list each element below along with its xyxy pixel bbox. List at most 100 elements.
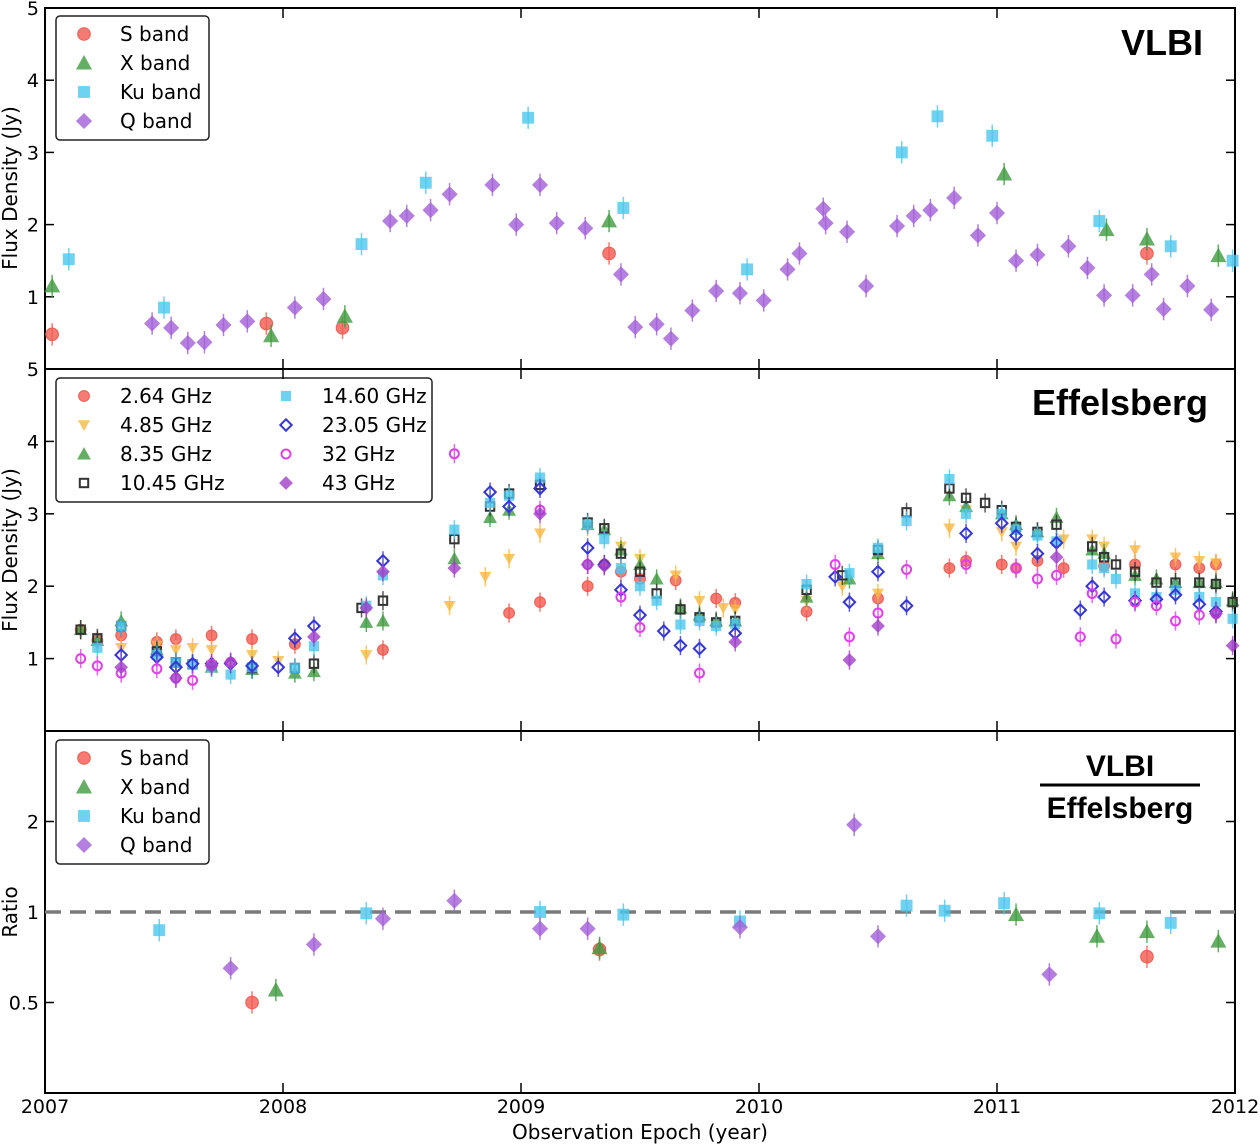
data-point: [263, 327, 280, 343]
data-point: [577, 220, 594, 237]
data-point: [599, 534, 610, 545]
data-point: [946, 189, 963, 206]
data-point: [1227, 596, 1238, 608]
data-point: [1088, 928, 1106, 943]
data-point: [422, 202, 439, 219]
data-point: [287, 631, 303, 646]
data-point: [828, 569, 843, 584]
data-point: [1007, 252, 1025, 269]
data-point: [843, 631, 855, 643]
data-point: [651, 595, 662, 606]
panel-effelsberg-ylabel: Flux Density (Jy): [0, 468, 22, 632]
data-point: [534, 528, 547, 540]
data-point: [1225, 638, 1240, 653]
legend-label: 23.05 GHz: [322, 413, 427, 437]
data-point: [994, 516, 1009, 531]
data-point: [634, 621, 646, 633]
data-point: [446, 892, 463, 909]
data-point: [669, 570, 682, 582]
data-point: [1129, 545, 1142, 556]
data-point: [1193, 556, 1206, 567]
data-point: [1049, 550, 1064, 565]
data-point: [899, 598, 914, 613]
data-point: [684, 302, 701, 319]
data-point: [479, 571, 492, 583]
data-point: [612, 266, 630, 283]
data-point: [905, 207, 922, 224]
data-point: [943, 562, 956, 574]
data-point: [580, 540, 595, 555]
legend-marker: [78, 810, 90, 822]
data-point: [374, 910, 392, 927]
data-point: [979, 497, 991, 509]
legend-label: Ku band: [120, 80, 201, 104]
data-point: [1093, 907, 1106, 920]
data-point: [1168, 587, 1183, 603]
data-point: [359, 615, 374, 628]
data-point: [355, 238, 368, 251]
data-point: [447, 561, 462, 575]
data-point: [377, 644, 389, 656]
legend-marker: [280, 390, 292, 402]
legend-marker: [279, 476, 293, 490]
data-point: [1098, 221, 1115, 237]
data-point: [717, 603, 730, 614]
data-point: [1074, 631, 1086, 643]
data-point: [532, 481, 548, 496]
data-point: [602, 246, 616, 261]
data-point: [225, 669, 236, 680]
data-point: [382, 212, 399, 230]
x-tick-label: 2010: [735, 1096, 783, 1118]
data-point: [1032, 530, 1043, 541]
data-point: [741, 263, 754, 276]
data-point: [579, 920, 596, 937]
data-point: [815, 200, 832, 217]
data-point: [675, 619, 686, 630]
data-point: [305, 936, 322, 953]
panel-vlbi-ylabel: Flux Density (Jy): [0, 106, 22, 270]
data-point: [377, 595, 389, 606]
data-point: [1151, 577, 1162, 588]
data-point: [839, 223, 856, 240]
legend-marker: [77, 751, 91, 765]
data-point: [169, 645, 182, 656]
data-point: [931, 110, 944, 123]
data-point: [448, 448, 460, 460]
data-point: [483, 510, 497, 523]
x-tick-label: 2009: [497, 1096, 545, 1118]
data-point: [246, 650, 259, 661]
legend-label: S band: [120, 22, 189, 46]
data-point: [1129, 566, 1141, 577]
data-point: [829, 558, 841, 570]
y-tick-label: 4: [27, 70, 39, 92]
data-point: [449, 524, 460, 535]
data-point: [731, 919, 749, 936]
data-point: [960, 508, 972, 519]
legend-marker: [75, 836, 93, 854]
data-point: [986, 129, 999, 142]
data-point: [114, 660, 129, 675]
data-point: [92, 642, 103, 653]
data-point: [1124, 287, 1141, 304]
data-point: [533, 506, 547, 521]
data-point: [1093, 215, 1106, 227]
data-point: [1209, 558, 1222, 570]
data-point: [307, 629, 321, 644]
data-point: [116, 620, 127, 632]
legend-label: X band: [120, 775, 190, 799]
data-point: [996, 166, 1013, 181]
data-point: [534, 906, 546, 918]
data-point: [1138, 230, 1155, 246]
x-tick-label: 2007: [21, 1096, 69, 1118]
y-tick-label: 0.5: [9, 993, 39, 1015]
data-point: [359, 601, 374, 615]
data-point: [648, 316, 665, 333]
data-point: [1143, 266, 1160, 283]
data-point: [360, 650, 373, 661]
data-point: [1150, 600, 1162, 612]
y-tick-label: 5: [27, 0, 39, 20]
data-point: [1193, 609, 1205, 621]
data-point: [271, 660, 286, 675]
data-point: [901, 564, 913, 576]
data-point: [419, 176, 432, 189]
